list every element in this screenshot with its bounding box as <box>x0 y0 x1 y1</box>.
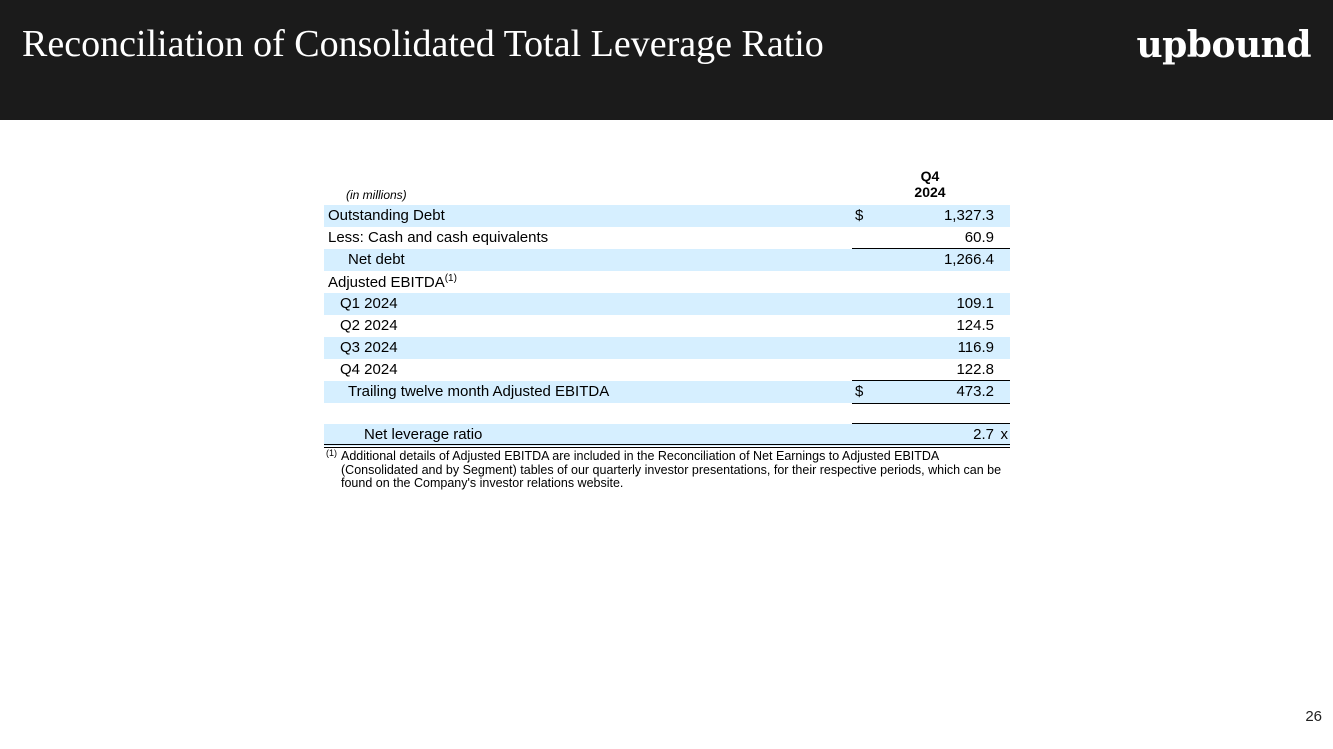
table-row-cash: Less: Cash and cash equivalents 60.9 <box>324 227 1010 249</box>
row-value: 124.5 <box>956 317 994 334</box>
table-row-ttm-adjusted-ebitda: Trailing twelve month Adjusted EBITDA $ … <box>324 381 1010 403</box>
row-label-text: Adjusted EBITDA <box>328 274 445 291</box>
row-value: 60.9 <box>964 229 994 246</box>
slide-header: Reconciliation of Consolidated Total Lev… <box>0 0 1333 120</box>
units-label: (in millions) <box>346 188 407 202</box>
row-label: Less: Cash and cash equivalents <box>328 229 549 246</box>
table-row-q2-2024: Q2 2024 124.5 <box>324 315 1010 337</box>
table-row-q4-2024: Q4 2024 122.8 <box>324 359 1010 381</box>
subtotal-rule <box>852 248 1010 249</box>
row-value: 122.8 <box>956 361 994 378</box>
footnote-marker: (1) <box>326 448 337 458</box>
total-rule <box>852 403 1010 404</box>
ratio-unit: x <box>1000 426 1009 443</box>
footnote-reference: (1) <box>444 273 457 284</box>
row-label: Trailing twelve month Adjusted EBITDA <box>348 383 610 400</box>
row-value: 1,266.4 <box>943 251 994 268</box>
ratio-top-rule <box>852 423 1010 424</box>
table-row-net-leverage-ratio: Net leverage ratio 2.7 x <box>324 424 1010 446</box>
table-row-q1-2024: Q1 2024 109.1 <box>324 293 1010 315</box>
row-value: 1,327.3 <box>943 207 994 224</box>
footnote: (1) Additional details of Adjusted EBITD… <box>326 448 1012 491</box>
row-value: 2.7 <box>973 426 994 443</box>
subtotal-rule <box>852 380 1010 381</box>
column-header-year: 2024 <box>914 184 946 200</box>
row-value: 109.1 <box>956 295 994 312</box>
table-row-q3-2024: Q3 2024 116.9 <box>324 337 1010 359</box>
column-header-quarter: Q4 <box>920 168 940 184</box>
row-label: Q3 2024 <box>340 339 398 356</box>
row-label: Adjusted EBITDA(1) <box>328 273 457 291</box>
page-number: 26 <box>1305 708 1322 725</box>
double-underline <box>324 444 1010 448</box>
table-row-outstanding-debt: Outstanding Debt $ 1,327.3 <box>324 205 1010 227</box>
currency-symbol: $ <box>855 207 864 224</box>
row-label: Outstanding Debt <box>328 207 445 224</box>
row-label: Q2 2024 <box>340 317 398 334</box>
table-row-adjusted-ebitda: Adjusted EBITDA(1) <box>324 271 1010 293</box>
column-header-q4-2024: Q4 2024 <box>852 168 1008 200</box>
table-row-net-debt: Net debt 1,266.4 <box>324 249 1010 271</box>
row-label: Q4 2024 <box>340 361 398 378</box>
row-value: 473.2 <box>956 383 994 400</box>
row-label: Q1 2024 <box>340 295 398 312</box>
currency-symbol: $ <box>855 383 864 400</box>
upbound-logo: upbound <box>1136 24 1311 66</box>
row-label: Net leverage ratio <box>364 426 483 443</box>
row-value: 116.9 <box>957 339 994 356</box>
page-title: Reconciliation of Consolidated Total Lev… <box>22 23 824 65</box>
row-label: Net debt <box>348 251 405 268</box>
footnote-text: Additional details of Adjusted EBITDA ar… <box>341 449 1002 490</box>
